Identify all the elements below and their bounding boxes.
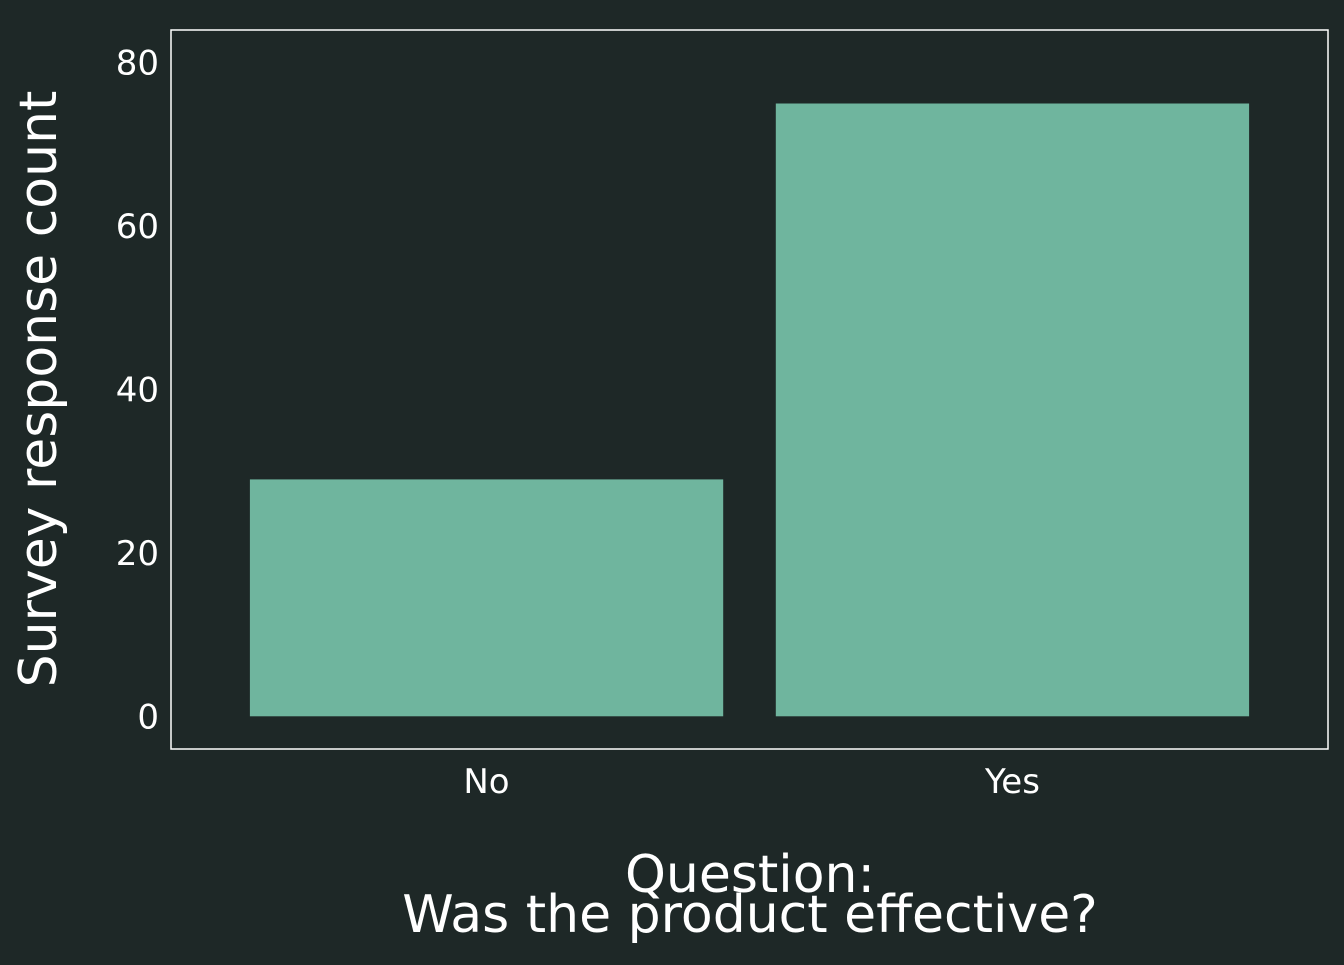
x-tick-label-no: No	[463, 762, 509, 802]
bar-no	[249, 479, 724, 717]
x-tick-label-yes: Yes	[984, 762, 1040, 802]
y-tick-label-80: 80	[116, 44, 159, 84]
y-axis-title: Survey response count	[9, 91, 69, 688]
y-tick-label-40: 40	[116, 371, 159, 411]
y-axis-ticks: 0 20 40 60 80	[116, 44, 159, 738]
y-tick-label-60: 60	[116, 207, 159, 247]
plot-panel-border	[170, 29, 1329, 750]
x-axis-ticks: No Yes	[463, 762, 1040, 802]
y-tick-label-20: 20	[116, 534, 159, 574]
x-axis-title-line-2: Was the product effective?	[402, 885, 1098, 945]
y-tick-label-0: 0	[137, 697, 159, 737]
bar-yes	[775, 103, 1250, 717]
bars	[249, 103, 1250, 717]
x-axis-title-line-1: Question:	[625, 845, 875, 905]
